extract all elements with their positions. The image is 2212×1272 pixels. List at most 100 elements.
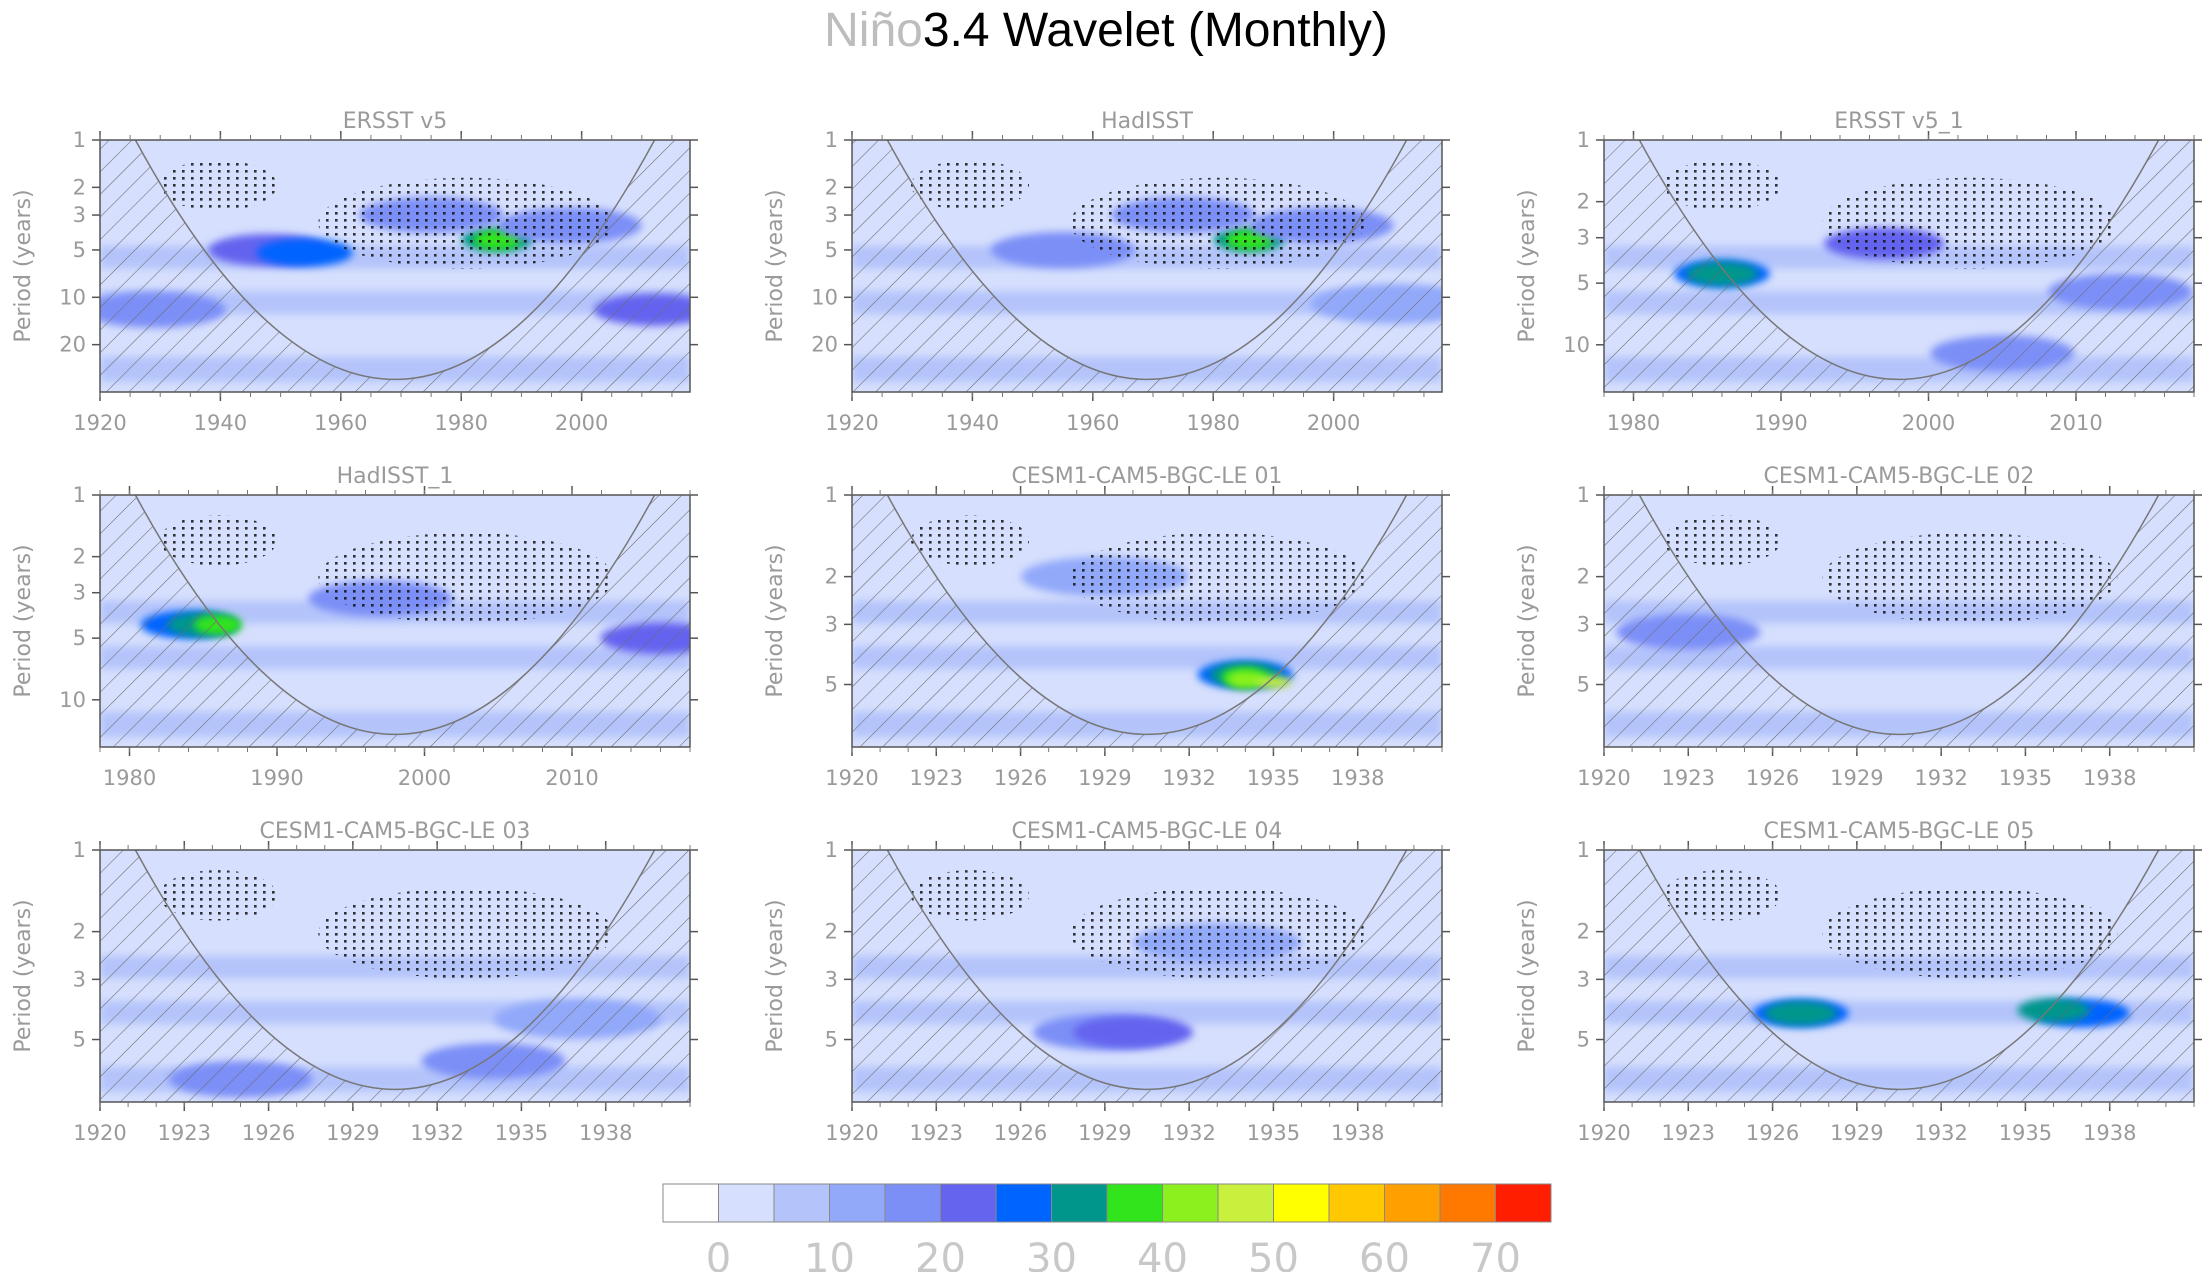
x-tick-label: 1923 [910, 766, 963, 790]
colorbar-swatch [1051, 1183, 1108, 1223]
significance-stipple [1822, 532, 2118, 624]
y-tick-label: 5 [1577, 271, 1590, 295]
x-tick-label: 1932 [1162, 1121, 1215, 1145]
x-tick-label: 2000 [398, 766, 451, 790]
y-tick-label: 5 [73, 238, 86, 262]
y-tick-label: 1 [1577, 128, 1590, 152]
cone-of-influence-line [1638, 494, 2160, 736]
y-tick-label: 1 [73, 838, 86, 862]
cone-of-influence-line [134, 494, 656, 736]
x-tick-label: 2010 [2049, 411, 2102, 435]
x-tick-label: 1935 [495, 1121, 548, 1145]
significance-stipple [1070, 177, 1366, 269]
colorbar-swatch [773, 1183, 830, 1223]
x-tick-label: 1980 [1607, 411, 1660, 435]
panel-frame [851, 139, 1443, 393]
figure-title-part1: Niño [824, 4, 923, 57]
wavelet-panel: CESM1-CAM5-BGC-LE 04 Period (years) 1 2 3 5 19… [763, 819, 1450, 1145]
x-tick-label: 1938 [1331, 766, 1384, 790]
y-tick-label: 5 [825, 673, 838, 697]
panel-plot-area [1604, 495, 2194, 747]
panel-frame [851, 494, 1443, 748]
colorbar-label: 50 [1248, 1236, 1299, 1272]
y-tick-label: 5 [1577, 1028, 1590, 1052]
y-tick-label: 10 [59, 688, 86, 712]
x-tick-label: 1932 [410, 1121, 463, 1145]
colorbar-swatch [1495, 1183, 1552, 1223]
wavelet-panel: CESM1-CAM5-BGC-LE 02 Period (years) 1 2 3 5 19… [1515, 464, 2202, 790]
x-tick-label: 1923 [910, 1121, 963, 1145]
x-tick-label: 2000 [1902, 411, 1955, 435]
significance-stipple [318, 532, 614, 624]
panel-plot-area [100, 850, 690, 1102]
figure-title: Niño3.4 Wavelet (Monthly) [824, 4, 1388, 57]
y-axis-label: Period (years) [763, 189, 788, 342]
x-tick-label: 1929 [1830, 1121, 1883, 1145]
cone-of-influence-hatch [100, 140, 690, 392]
y-tick-label: 3 [73, 967, 86, 991]
significance-stipple [1070, 532, 1366, 624]
cone-of-influence-line [134, 849, 656, 1091]
wavelet-panel: ERSST v5 Period (years) 1 2 3 5 10 20 1920 1940 19… [11, 109, 698, 435]
x-tick-label: 1920 [1577, 1121, 1630, 1145]
wavelet-panel: HadISST_1 Period (years) 1 2 3 5 10 1980 1990 200… [11, 464, 698, 790]
y-tick-label: 20 [811, 333, 838, 357]
x-tick-label: 1980 [1186, 411, 1239, 435]
panel-title: CESM1-CAM5-BGC-LE 03 [260, 819, 531, 844]
y-tick-label: 3 [1577, 967, 1590, 991]
y-tick-label: 1 [73, 483, 86, 507]
x-tick-label: 1932 [1914, 766, 1967, 790]
y-axis-label: Period (years) [11, 544, 36, 697]
colorbar-label: 0 [706, 1236, 731, 1272]
panel-title: ERSST v5_1 [1834, 109, 1964, 134]
cone-of-influence-line [1638, 139, 2160, 381]
panel-frame [1603, 849, 2195, 1103]
y-tick-label: 2 [825, 565, 838, 589]
y-axis-label: Period (years) [1515, 544, 1540, 697]
y-axis-label: Period (years) [1515, 189, 1540, 342]
power-contour [256, 238, 353, 267]
x-tick-label: 1935 [1247, 1121, 1300, 1145]
colorbar-swatch [718, 1183, 775, 1223]
panel-title: ERSST v5 [343, 109, 448, 134]
y-tick-label: 3 [1577, 226, 1590, 250]
cone-of-influence-hatch [1604, 495, 2194, 747]
x-tick-label: 1926 [1746, 766, 1799, 790]
x-tick-label: 1990 [1754, 411, 1807, 435]
significance-stipple [1070, 887, 1366, 979]
x-tick-label: 1923 [1662, 766, 1715, 790]
x-tick-label: 1990 [250, 766, 303, 790]
y-tick-label: 2 [1577, 920, 1590, 944]
x-tick-label: 1920 [73, 1121, 126, 1145]
x-tick-label: 1929 [1078, 766, 1131, 790]
x-tick-label: 1935 [1999, 766, 2052, 790]
cone-of-influence-hatch [852, 140, 1442, 392]
colorbar-label: 20 [915, 1236, 966, 1272]
x-tick-label: 1980 [103, 766, 156, 790]
x-tick-label: 1920 [825, 1121, 878, 1145]
significance-stipple [318, 887, 614, 979]
panel-title: CESM1-CAM5-BGC-LE 02 [1764, 464, 2035, 489]
colorbar-swatch [1106, 1183, 1163, 1223]
significance-stipple [159, 160, 277, 211]
panel-title: CESM1-CAM5-BGC-LE 05 [1764, 819, 2035, 844]
colorbar-swatch [1217, 1183, 1274, 1223]
figure-title-part2: 3.4 Wavelet (Monthly) [923, 4, 1388, 57]
significance-stipple [159, 515, 277, 566]
wavelet-panel: HadISST Period (years) 1 2 3 5 10 20 1920 1940 196… [763, 109, 1450, 435]
colorbar-swatch [1328, 1183, 1385, 1223]
y-axis-label: Period (years) [11, 189, 36, 342]
x-tick-label: 1929 [1078, 1121, 1131, 1145]
significance-stipple [1822, 177, 2118, 269]
y-tick-label: 2 [73, 920, 86, 944]
cone-of-influence-hatch [100, 850, 690, 1102]
x-tick-label: 1940 [194, 411, 247, 435]
panel-frame [1603, 494, 2195, 748]
significance-stipple [1663, 515, 1781, 566]
y-axis-label: Period (years) [763, 544, 788, 697]
cone-of-influence-line [134, 139, 656, 381]
y-tick-label: 1 [825, 128, 838, 152]
y-tick-label: 5 [825, 1028, 838, 1052]
colorbar-swatch [1384, 1183, 1441, 1223]
